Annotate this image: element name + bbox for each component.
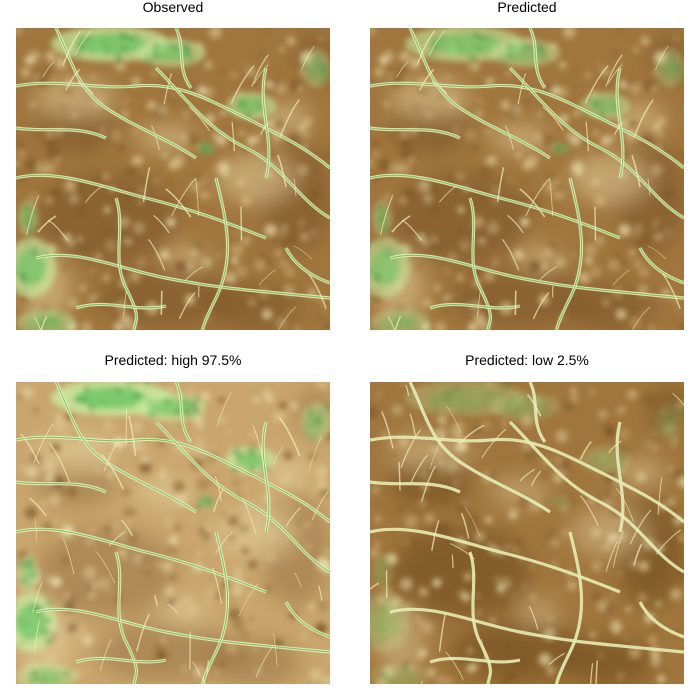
predicted-high-map [16, 382, 330, 684]
panel-title-predicted: Predicted [497, 0, 557, 15]
predicted-low-map [370, 382, 684, 684]
panel-title-observed: Observed [142, 0, 204, 15]
panel-title-predicted-low: Predicted: low 2.5% [465, 352, 589, 368]
map-raster [370, 382, 684, 684]
observed-map [16, 28, 330, 330]
map-raster [16, 28, 330, 330]
map-raster [16, 382, 330, 684]
panel-title-predicted-high: Predicted: high 97.5% [104, 352, 242, 368]
predicted-map [370, 28, 684, 330]
map-raster [370, 28, 684, 330]
